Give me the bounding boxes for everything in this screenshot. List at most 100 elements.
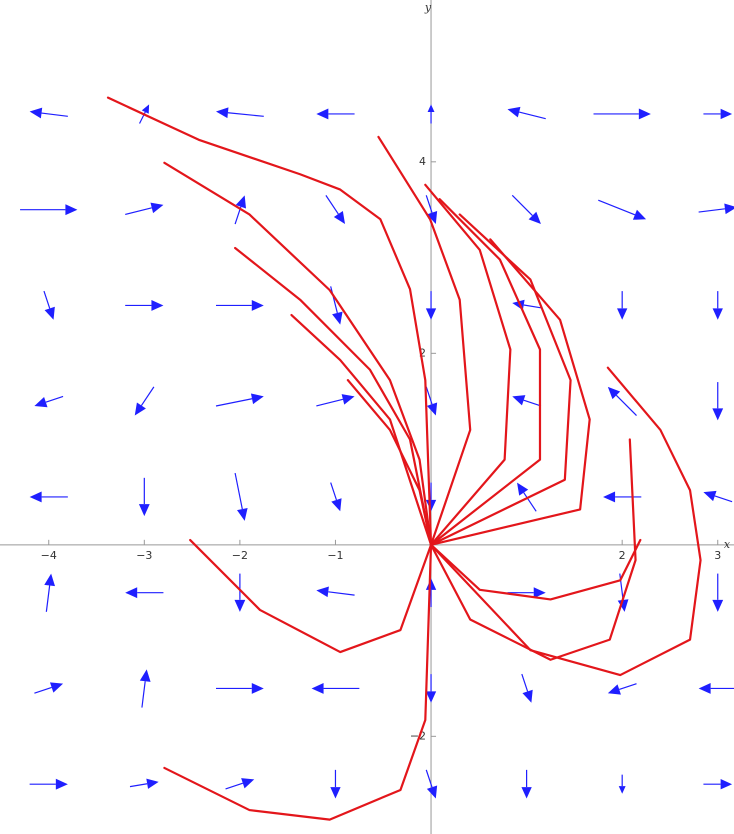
- field-arrow: [125, 587, 164, 599]
- field-arrow: [425, 578, 437, 608]
- field-arrow: [618, 774, 626, 794]
- arrow-shaft: [325, 195, 339, 215]
- stream-line: [234, 246, 433, 546]
- field-arrow: [507, 587, 546, 599]
- field-arrow: [316, 108, 355, 120]
- x-tick-label: −4: [41, 549, 57, 562]
- field-arrow: [425, 195, 438, 225]
- y-tick-label: 4: [419, 155, 426, 168]
- field-arrow: [215, 300, 264, 311]
- arrow-head: [720, 779, 733, 790]
- field-arrow: [34, 395, 64, 408]
- field-arrow: [712, 382, 724, 421]
- field-arrow: [607, 386, 637, 416]
- arrow-head: [603, 491, 616, 503]
- field-arrow: [330, 286, 343, 325]
- arrow-shaft: [225, 782, 244, 790]
- field-arrow: [43, 290, 55, 320]
- field-arrow: [712, 573, 724, 612]
- arrow-shaft: [234, 472, 243, 510]
- arrow-head: [425, 308, 437, 320]
- arrow-head: [235, 195, 246, 209]
- arrow-head: [250, 393, 264, 405]
- arrow-head: [720, 108, 733, 120]
- arrow-shaft: [698, 208, 726, 213]
- x-axis-label: x: [724, 538, 731, 551]
- arrow-head: [607, 386, 621, 400]
- field-arrow: [325, 195, 346, 225]
- arrow-head: [632, 209, 647, 220]
- arrow-head: [134, 402, 146, 416]
- arrow-head: [517, 482, 529, 496]
- stream-lines: [106, 96, 702, 821]
- field-arrow: [425, 291, 437, 320]
- arrow-shaft: [330, 286, 338, 314]
- arrow-shaft: [615, 394, 637, 416]
- arrow-head: [426, 402, 438, 416]
- field-arrow: [316, 586, 355, 598]
- stream-line: [106, 96, 433, 546]
- arrow-head: [146, 778, 159, 789]
- arrow-head: [34, 397, 48, 408]
- stream-line: [163, 161, 433, 546]
- arrow-shaft: [41, 112, 68, 117]
- arrow-shaft: [227, 112, 264, 117]
- stream-line: [424, 183, 512, 546]
- field-arrow: [316, 394, 355, 407]
- arrow-shaft: [45, 585, 51, 612]
- arrow-shaft: [523, 304, 542, 309]
- arrow-head: [138, 504, 150, 517]
- field-arrow: [34, 682, 64, 694]
- field-arrow: [234, 573, 246, 612]
- field-arrow: [507, 106, 546, 120]
- field-arrow: [593, 108, 651, 120]
- x-tick-label: 2: [619, 549, 626, 562]
- field-arrow: [44, 573, 56, 612]
- field-arrow: [598, 199, 647, 220]
- field-arrow: [703, 490, 733, 503]
- arrow-head: [617, 308, 628, 320]
- arrow-head: [139, 669, 151, 682]
- arrow-head: [507, 106, 521, 118]
- field-arrow: [29, 778, 68, 790]
- field-arrow: [215, 683, 264, 694]
- stream-line: [429, 538, 642, 601]
- arrow-head: [607, 684, 621, 695]
- arrow-shaft: [523, 399, 542, 407]
- arrow-head: [316, 586, 329, 598]
- arrow-head: [333, 211, 346, 225]
- field-arrow: [234, 472, 248, 521]
- arrow-head: [521, 787, 532, 799]
- arrow-head: [251, 300, 264, 311]
- field-arrow: [138, 477, 150, 517]
- arrow-head: [698, 683, 711, 694]
- stream-line: [429, 438, 637, 661]
- stream-line: [163, 543, 433, 821]
- arrow-shaft: [523, 492, 537, 512]
- arrow-head: [425, 691, 437, 703]
- field-arrow: [425, 674, 437, 703]
- arrow-shaft: [45, 395, 64, 403]
- field-arrow: [512, 299, 542, 311]
- field-arrow: [125, 300, 164, 311]
- field-arrow: [617, 291, 628, 320]
- arrow-head: [533, 587, 546, 599]
- field-arrow: [425, 482, 437, 512]
- arrow-shaft: [316, 398, 344, 407]
- field-arrow: [698, 683, 734, 694]
- arrow-head: [426, 210, 438, 225]
- stream-line: [189, 538, 433, 654]
- y-axis-label: y: [424, 1, 432, 14]
- x-tick-label: 3: [714, 549, 721, 562]
- arrow-shaft: [425, 769, 433, 788]
- arrow-shaft: [129, 783, 148, 788]
- arrow-head: [427, 104, 435, 113]
- field-arrow: [29, 107, 68, 119]
- arrow-head: [311, 683, 324, 694]
- x-tick-label: −2: [232, 549, 248, 562]
- arrow-shaft: [521, 673, 529, 692]
- x-tick-label: −3: [136, 549, 152, 562]
- field-arrow: [215, 393, 264, 407]
